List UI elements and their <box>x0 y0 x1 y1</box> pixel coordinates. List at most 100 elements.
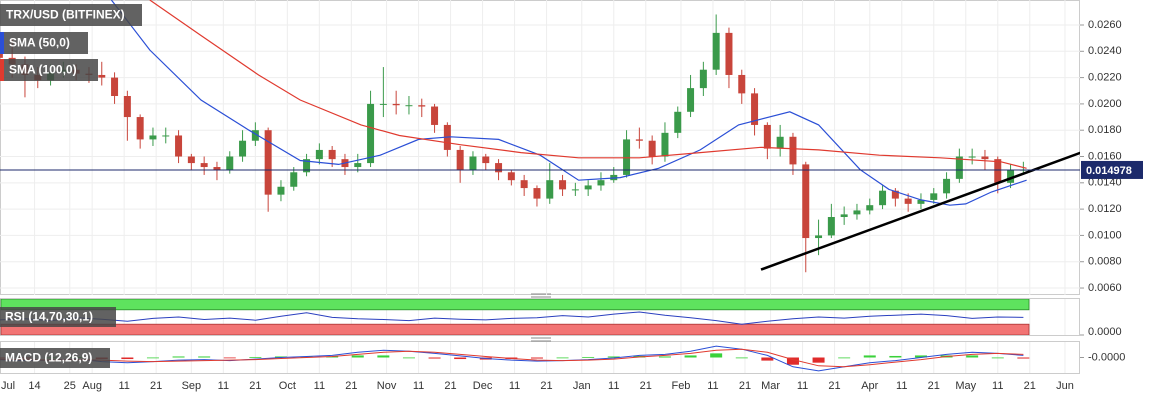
x-tick-label: May <box>955 380 976 392</box>
x-tick-label: 21 <box>444 380 456 392</box>
histogram-bar <box>812 357 825 363</box>
chart-title: TRX/USD (BITFINEX) <box>6 8 125 22</box>
candle-body <box>367 103 375 164</box>
x-tick-label: 21 <box>739 380 751 392</box>
candle-body <box>597 180 605 186</box>
x-tick-label: Jul <box>1 380 15 392</box>
legend-swatch <box>0 32 4 54</box>
histogram-bar <box>684 355 697 358</box>
candle-body <box>533 188 541 199</box>
candle-body <box>853 210 861 215</box>
x-tick-label: Mar <box>761 380 780 392</box>
candle-body <box>379 103 387 105</box>
candle-body <box>162 135 170 137</box>
x-tick-label: 11 <box>509 380 520 392</box>
candle-body <box>469 156 477 170</box>
candle-body <box>123 96 131 118</box>
x-tick-label: 21 <box>828 380 840 392</box>
legend-box <box>0 59 98 81</box>
candle-body <box>239 140 247 157</box>
histogram-bar <box>172 356 185 358</box>
candle-body <box>994 159 1002 183</box>
price-plot <box>0 0 1080 295</box>
y-tick-label: 0.0000 <box>1088 326 1122 338</box>
x-tick-label: Sep <box>182 380 202 392</box>
candle-body <box>226 156 234 170</box>
candle-body <box>712 32 720 70</box>
candle-body <box>699 69 707 89</box>
y-tick-label: 0.0180 <box>1088 124 1122 136</box>
candle-body <box>584 185 592 190</box>
resize-handle[interactable] <box>531 293 551 298</box>
histogram-bar <box>274 356 287 358</box>
candle-body <box>200 163 208 168</box>
x-tick-label: 21 <box>640 380 652 392</box>
x-tick-label: 21 <box>150 380 162 392</box>
legend-box <box>0 348 110 368</box>
candle-body <box>917 199 925 204</box>
candle-body <box>968 156 976 158</box>
sma-line <box>110 0 1027 206</box>
legend-box <box>0 4 142 26</box>
y-tick-label: -0.0000 <box>1088 351 1125 363</box>
candle-body <box>891 190 899 199</box>
candle-body <box>661 132 669 157</box>
histogram-bar <box>889 355 902 358</box>
oversold-band <box>0 323 1030 335</box>
candle-body <box>763 124 771 149</box>
y-tick-label: 0.0160 <box>1088 150 1122 162</box>
x-tick-label: 21 <box>540 380 552 392</box>
candle-body <box>315 149 323 160</box>
candle-body <box>507 172 515 181</box>
x-tick-label: 21 <box>928 380 940 392</box>
histogram-bar <box>914 355 927 358</box>
histogram-bar <box>146 357 159 359</box>
overbought-band <box>0 299 1030 311</box>
legend-swatch <box>0 59 4 81</box>
legend-label: SMA (100,0) <box>9 63 77 77</box>
candle-body <box>98 74 106 78</box>
x-tick-label: 11 <box>218 380 229 392</box>
x-tick-label: 11 <box>608 380 619 392</box>
x-tick-label: 11 <box>118 380 129 392</box>
x-tick-label: Feb <box>671 380 690 392</box>
candle-body <box>866 205 874 211</box>
y-tick-label: 0.0140 <box>1088 177 1122 189</box>
legend-label: SMA (50,0) <box>9 36 70 50</box>
histogram-bar <box>223 357 236 359</box>
candle-body <box>955 156 963 179</box>
histogram-bar <box>607 356 620 358</box>
rsi-line <box>0 311 1024 325</box>
candle-body <box>687 88 695 112</box>
x-tick-label: 21 <box>1024 380 1036 392</box>
candle-body <box>904 198 912 204</box>
candle-body <box>623 139 631 175</box>
x-tick-label: Dec <box>473 380 493 392</box>
x-tick-label: 11 <box>896 380 907 392</box>
candle-body <box>802 164 810 239</box>
candle-body <box>456 149 464 170</box>
candle-body <box>776 136 784 149</box>
candle-body <box>111 77 119 97</box>
candle-body <box>674 111 682 133</box>
x-tick-label: 11 <box>314 380 325 392</box>
histogram-bar <box>402 357 415 359</box>
histogram-bar <box>658 356 671 358</box>
candle-body <box>303 159 311 173</box>
sma-line <box>149 0 1027 169</box>
histogram-bar <box>735 357 748 359</box>
histogram-bar <box>991 357 1004 359</box>
x-tick-label: Jan <box>573 380 591 392</box>
candle-body <box>277 186 285 195</box>
x-tick-label: 25 <box>64 380 76 392</box>
rsi-plot <box>0 299 1066 335</box>
histogram-bar <box>1017 357 1030 359</box>
histogram-bar <box>198 356 211 358</box>
histogram-bar <box>351 355 364 358</box>
candle-body <box>187 156 195 164</box>
resize-handle[interactable] <box>531 337 551 342</box>
legend-box <box>0 307 116 327</box>
candle-body <box>0 51 3 58</box>
